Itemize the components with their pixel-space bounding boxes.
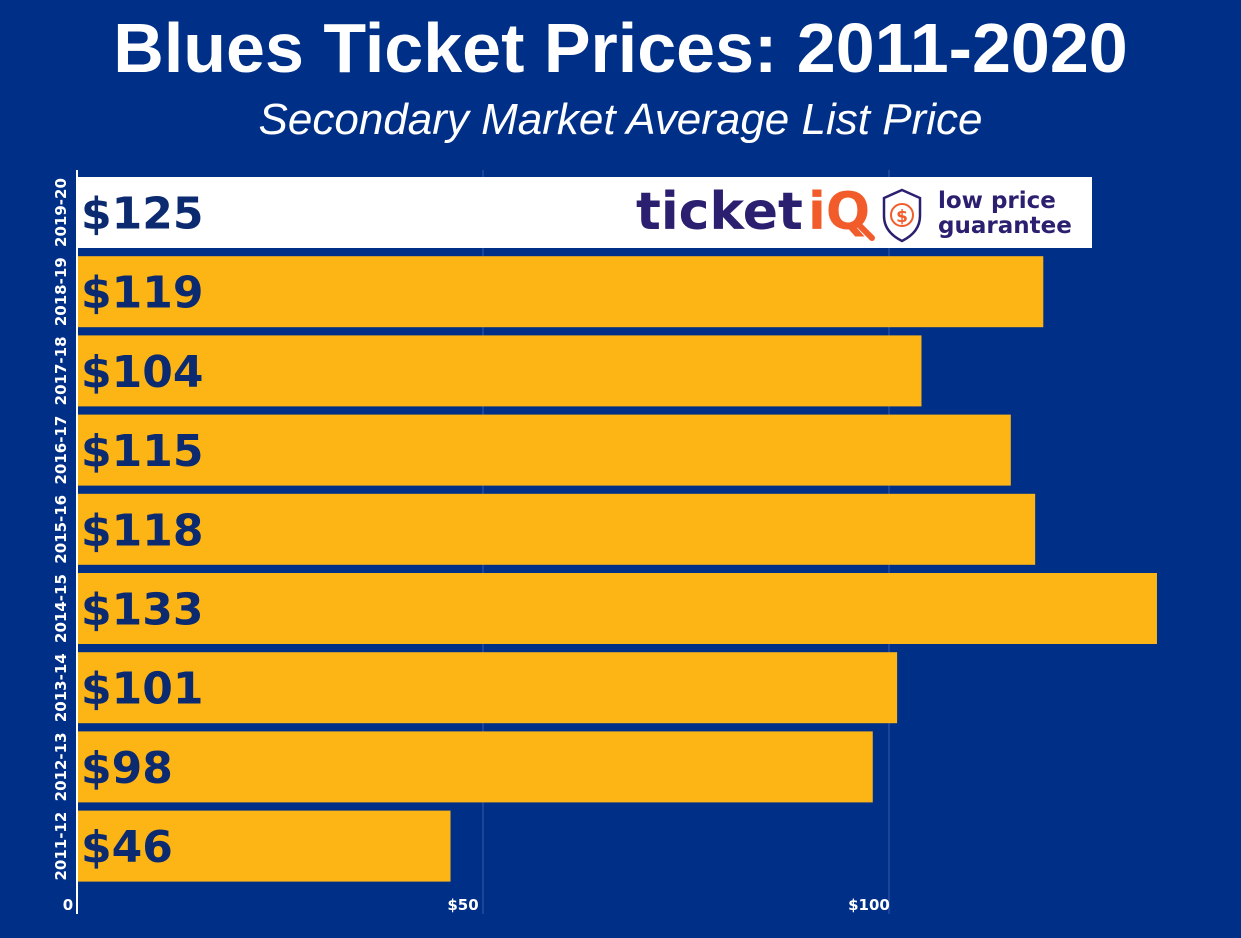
x-tick-label: $50 — [447, 896, 478, 914]
bar-value-label: $101 — [81, 664, 203, 715]
category-label: 2013-14 — [52, 653, 70, 722]
magnifier-icon — [855, 221, 875, 241]
bar-2018-19 — [78, 256, 1044, 328]
bar-value-label: $115 — [81, 426, 203, 477]
bar-value-label: $133 — [81, 585, 203, 636]
ticketiq-logo: ticket iQ $ low price guarantee — [636, 182, 1072, 243]
category-label: 2015-16 — [52, 495, 70, 564]
category-label: 2012-13 — [52, 732, 70, 801]
category-label: 2019-20 — [52, 178, 70, 247]
x-tick-label: 0 — [63, 896, 73, 914]
category-labels: 2019-20 2018-19 2017-18 2016-17 2015-16 2014-… — [52, 178, 70, 880]
bar-2013-14 — [78, 652, 898, 724]
bar-value-label: $46 — [81, 822, 173, 873]
bar-2011-12 — [78, 810, 451, 882]
logo-brand-iq: iQ — [808, 182, 870, 242]
bar-value-label: $98 — [81, 743, 173, 794]
category-label: 2017-18 — [52, 336, 70, 405]
bar-value-label: $118 — [81, 505, 203, 556]
x-axis-ticks: 0 $50 $100 — [63, 896, 890, 914]
bar-2012-13 — [78, 731, 873, 803]
category-label: 2018-19 — [52, 257, 70, 326]
bar-labels: $125 $119 $104 $115 $118 $133 $101 $98 $46 — [81, 189, 203, 874]
bars — [78, 177, 1157, 882]
bar-value-label: $125 — [81, 189, 203, 240]
logo-brand-ticket: ticket — [636, 182, 803, 242]
bar-2019-20 — [78, 177, 1092, 248]
bar-2014-15 — [78, 573, 1157, 644]
category-label: 2011-12 — [52, 812, 70, 881]
bar-value-label: $119 — [81, 268, 203, 319]
badge-dollar-sign: $ — [896, 207, 908, 227]
bar-2017-18 — [78, 335, 922, 407]
bar-2016-17 — [78, 414, 1011, 486]
logo-tagline-line2: guarantee — [938, 213, 1072, 239]
x-tick-label: $100 — [848, 896, 890, 914]
bar-2015-16 — [78, 493, 1036, 565]
bar-value-label: $104 — [81, 347, 203, 398]
category-label: 2016-17 — [52, 416, 70, 485]
logo-tagline-line1: low price — [938, 188, 1056, 214]
category-label: 2014-15 — [52, 574, 70, 643]
chart-title: Blues Ticket Prices: 2011-2020 — [113, 9, 1128, 87]
chart-subtitle: Secondary Market Average List Price — [258, 95, 983, 144]
shield-badge-icon: $ — [882, 188, 922, 243]
